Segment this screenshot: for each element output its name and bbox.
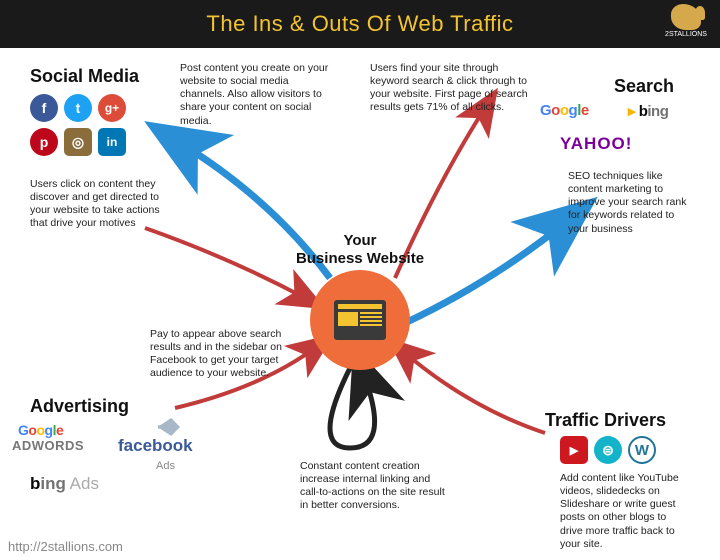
traffic-title: Traffic Drivers	[545, 410, 666, 431]
center-circle	[310, 270, 410, 370]
google-plus-icon: g+	[98, 94, 126, 122]
pinterest-icon: p	[30, 128, 58, 156]
slideshare-icon: ⊜	[594, 436, 622, 464]
yahoo-logo: YAHOO!	[560, 134, 632, 154]
instagram-icon: ◎	[64, 128, 92, 156]
traffic-loop-desc: Constant content creation increase inter…	[300, 460, 450, 513]
facebook-icon: f	[30, 94, 58, 122]
social-desc-in: Users click on content they discover and…	[30, 178, 170, 231]
adwords-text: ADWORDS	[12, 438, 84, 453]
social-icons-row2: p ◎ in	[30, 128, 126, 156]
bing-logo: ▸ bing	[628, 102, 668, 120]
wordpress-icon: W	[628, 436, 656, 464]
advertising-title: Advertising	[30, 396, 129, 417]
search-desc-in: SEO techniques like content marketing to…	[568, 170, 696, 236]
linkedin-icon: in	[98, 128, 126, 156]
center-label: YourBusiness Website	[280, 232, 440, 268]
horse-icon	[671, 4, 701, 30]
header: The Ins & Outs Of Web Traffic 2STALLIONS	[0, 0, 720, 48]
page-title: The Ins & Outs Of Web Traffic	[206, 11, 513, 37]
footer-url: http://2stallions.com	[8, 539, 123, 554]
bing-ads-logo: bing Ads	[30, 474, 99, 494]
brand-text: 2STALLIONS	[665, 31, 707, 38]
traffic-desc: Add content like YouTube videos, slidede…	[560, 472, 690, 551]
advertising-desc: Pay to appear above search results and i…	[150, 328, 300, 381]
infographic-canvas: Social Media f t g+ p ◎ in Post content …	[0, 48, 720, 560]
youtube-icon: ▶	[560, 436, 588, 464]
google-logo: Google	[540, 102, 589, 119]
twitter-icon: t	[64, 94, 92, 122]
brand-logo: 2STALLIONS	[664, 4, 708, 44]
search-title: Search	[614, 76, 674, 97]
social-title: Social Media	[30, 66, 139, 87]
google-adwords-logo: Google	[18, 422, 63, 438]
search-desc-out: Users find your site through keyword sea…	[370, 62, 530, 115]
social-desc-out: Post content you create on your website …	[180, 62, 330, 128]
facebook-ads-logo: facebookAds	[118, 436, 193, 474]
social-icons-row1: f t g+	[30, 94, 126, 122]
traffic-icons: ▶ ⊜ W	[560, 436, 656, 464]
megaphone-icon	[158, 418, 180, 436]
browser-icon	[334, 300, 386, 340]
